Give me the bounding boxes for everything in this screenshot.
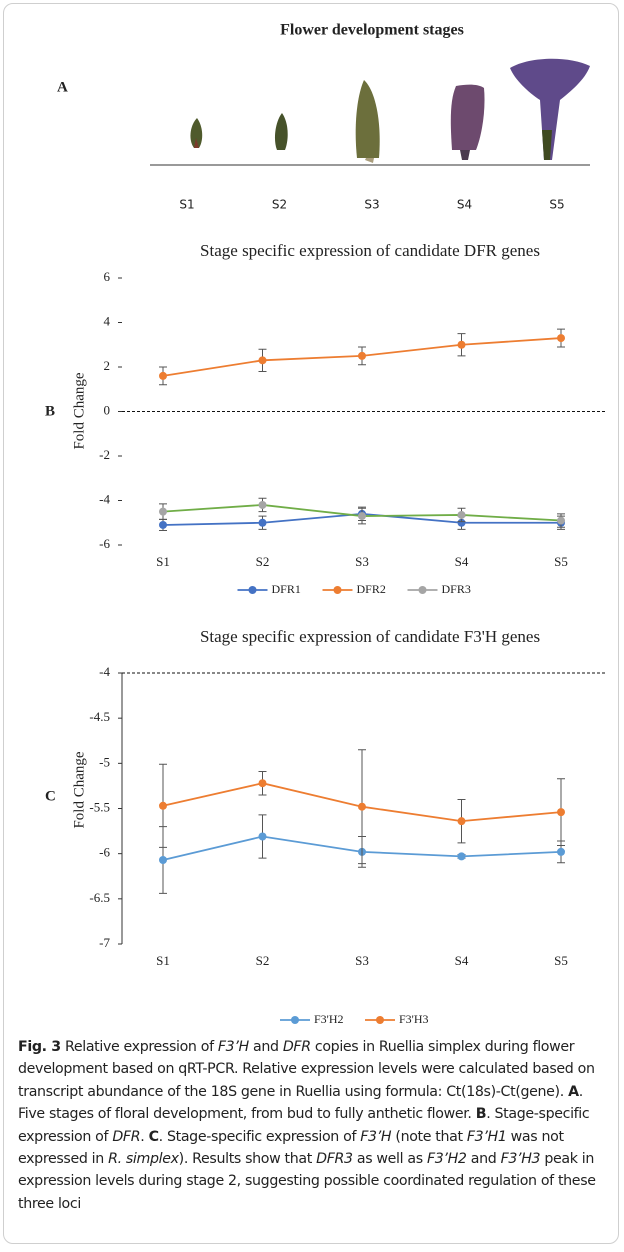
marker bbox=[258, 832, 267, 841]
legend-label: DFR2 bbox=[357, 582, 386, 596]
figure-graphics: Flower development stages A S1 S2 S3 S4 S5 St… bbox=[45, 22, 606, 1026]
caption-run: F3’H3 bbox=[500, 1151, 541, 1168]
caption-run: . Five stages of floral development, fro… bbox=[18, 1083, 583, 1123]
stage-label: S1 bbox=[179, 198, 194, 212]
marker bbox=[557, 847, 565, 856]
caption-run: Relative expression of bbox=[60, 1039, 218, 1055]
caption-run: A bbox=[568, 1083, 579, 1100]
marker bbox=[457, 510, 466, 519]
marker bbox=[358, 512, 366, 521]
figure-caption: Fig. 3 Relative expression of F3’H and D… bbox=[18, 1036, 604, 1215]
legend-marker bbox=[248, 586, 257, 594]
caption-run: (note that bbox=[391, 1128, 467, 1145]
marker bbox=[457, 817, 466, 826]
legend-label: DFR1 bbox=[272, 582, 301, 596]
caption-run: . Stage-specific expression of bbox=[18, 1106, 590, 1145]
caption-run: C bbox=[148, 1128, 159, 1145]
caption-run: as well as bbox=[352, 1151, 427, 1168]
x-tick-label: S3 bbox=[355, 953, 369, 968]
y-axis-label: Fold Change bbox=[71, 751, 87, 828]
marker bbox=[258, 518, 267, 527]
marker bbox=[358, 802, 366, 811]
caption-run: copies in Ruellia simplex during flower … bbox=[18, 1039, 595, 1100]
x-tick-label: S2 bbox=[256, 953, 270, 968]
marker bbox=[258, 779, 267, 788]
x-tick-label: S5 bbox=[554, 554, 568, 569]
legend-label: DFR3 bbox=[442, 582, 471, 596]
caption-run: DFR3 bbox=[316, 1151, 353, 1168]
panel-label: B bbox=[45, 403, 55, 419]
marker bbox=[457, 340, 466, 349]
stage-label: S3 bbox=[364, 198, 379, 212]
caption-run: F3’H1 bbox=[466, 1128, 507, 1145]
x-tick-label: S5 bbox=[554, 953, 568, 968]
caption-run: was not expressed in bbox=[18, 1128, 564, 1168]
y-tick-label: 0 bbox=[104, 402, 111, 417]
caption-run: F3’H2 bbox=[426, 1151, 467, 1168]
caption-run: and bbox=[248, 1039, 283, 1055]
caption-run: F3’H bbox=[217, 1039, 249, 1055]
caption-run: . Stage-specific expression of bbox=[158, 1128, 361, 1145]
chart-title: Stage specific expression of candidate F… bbox=[200, 627, 540, 646]
y-tick-label: -6.5 bbox=[89, 890, 110, 905]
legend-marker bbox=[418, 586, 427, 594]
legend-label: F3'H3 bbox=[399, 1012, 429, 1026]
y-tick-label: 6 bbox=[104, 269, 111, 284]
caption-run: ). Results show that bbox=[178, 1151, 317, 1168]
panel-a-title: Flower development stages bbox=[280, 22, 464, 39]
caption-run: F3’H bbox=[360, 1128, 392, 1145]
marker bbox=[557, 516, 565, 525]
stage-label: S4 bbox=[457, 198, 472, 212]
y-tick-label: -6 bbox=[99, 536, 110, 551]
y-tick-label: 4 bbox=[104, 313, 111, 328]
legend-label: F3'H2 bbox=[314, 1012, 344, 1026]
marker bbox=[258, 356, 267, 365]
marker bbox=[258, 500, 267, 509]
y-tick-label: -4 bbox=[99, 491, 110, 506]
caption-run: B bbox=[475, 1106, 487, 1123]
marker bbox=[159, 855, 167, 864]
marker bbox=[159, 507, 167, 516]
y-tick-label: -4.5 bbox=[89, 709, 110, 724]
y-tick-label: -4 bbox=[99, 664, 110, 679]
x-tick-label: S4 bbox=[455, 554, 469, 569]
figure: Flower development stages A S1 S2 S3 S4 S5 St… bbox=[3, 3, 619, 1244]
stage-label: S5 bbox=[549, 198, 564, 212]
y-tick-label: -5 bbox=[99, 754, 110, 769]
legend-marker bbox=[333, 586, 342, 594]
stage-label: S2 bbox=[272, 198, 287, 212]
marker bbox=[557, 334, 565, 343]
caption-run: DFR bbox=[112, 1128, 141, 1145]
caption-run: DFR bbox=[282, 1039, 311, 1055]
y-tick-label: -7 bbox=[99, 935, 110, 950]
panel-label: C bbox=[45, 788, 56, 804]
x-tick-label: S1 bbox=[156, 554, 170, 569]
panel-label: A bbox=[57, 79, 68, 95]
marker bbox=[159, 520, 167, 529]
y-axis-label: Fold Change bbox=[71, 372, 87, 449]
chart-title: Stage specific expression of candidate D… bbox=[200, 241, 540, 260]
x-tick-label: S4 bbox=[455, 953, 469, 968]
marker bbox=[159, 371, 167, 380]
marker bbox=[159, 801, 167, 810]
x-tick-label: S3 bbox=[355, 554, 369, 569]
legend-marker bbox=[291, 1016, 299, 1024]
y-tick-label: -5.5 bbox=[89, 799, 110, 814]
legend-marker bbox=[376, 1016, 384, 1024]
y-tick-label: -6 bbox=[99, 845, 110, 860]
x-tick-label: S2 bbox=[256, 554, 270, 569]
caption-run: and bbox=[466, 1151, 501, 1168]
caption-run: Fig. 3 bbox=[18, 1039, 61, 1055]
marker bbox=[358, 351, 366, 360]
y-tick-label: -2 bbox=[99, 447, 110, 462]
y-tick-label: 2 bbox=[104, 358, 111, 373]
caption-run: peak in expression levels during stage 2… bbox=[18, 1151, 596, 1212]
marker bbox=[557, 808, 565, 817]
flower-images bbox=[190, 58, 590, 163]
marker bbox=[457, 852, 466, 861]
marker bbox=[457, 518, 466, 527]
caption-run: R. simplex bbox=[108, 1151, 179, 1168]
caption-run: . bbox=[140, 1128, 149, 1145]
x-tick-label: S1 bbox=[156, 953, 170, 968]
